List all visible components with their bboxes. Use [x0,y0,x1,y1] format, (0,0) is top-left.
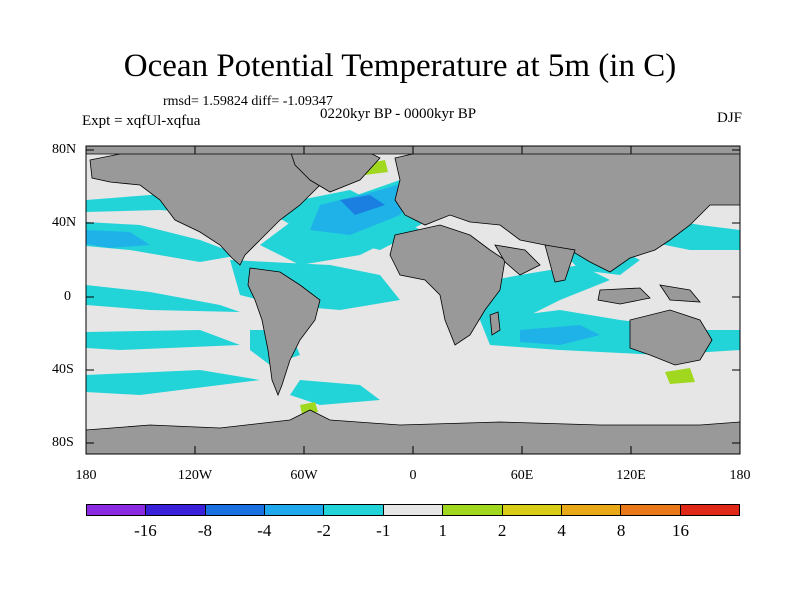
y-tick-80s: 80S [52,435,74,450]
x-tick-60e: 60E [510,468,534,483]
colorbar-label: -8 [197,521,212,540]
colorbar-label: 8 [616,521,626,540]
colorbar-segment [621,505,681,515]
colorbar-segment [324,505,384,515]
colorbar-label: -2 [316,521,331,540]
period-label: 0220kyr BP - 0000kyr BP [320,106,477,122]
chart-title: Ocean Potential Temperature at 5m (in C) [123,48,677,84]
stats-text: rmsd= 1.59824 diff= -1.09347 [163,94,333,109]
y-tick-0: 0 [64,289,71,304]
colorbar [86,504,740,516]
colorbar-segment [265,505,325,515]
x-tick-180e: 180 [729,468,751,483]
colorbar-label: 2 [497,521,507,540]
colorbar-segment [561,505,622,515]
colorbar-label: -16 [134,521,157,540]
y-tick-40s: 40S [52,362,74,377]
colorbar-label: 1 [438,521,447,540]
colorbar-label: -1 [376,521,391,540]
colorbar-label: 16 [672,521,690,540]
x-tick-180w: 180 [75,468,97,483]
x-tick-120e: 120E [616,468,646,483]
x-tick-0: 0 [409,468,417,483]
x-tick-60w: 60W [290,468,318,483]
y-tick-40n: 40N [52,215,77,230]
colorbar-segment [87,505,147,515]
y-tick-80n: 80N [52,142,77,157]
colorbar-segment [146,505,206,515]
colorbar-segment [443,505,503,515]
x-tick-120w: 120W [177,468,213,483]
land-masses [86,146,740,454]
colorbar-segment [383,505,444,515]
season-label: DJF [716,110,742,126]
colorbar-label: 4 [557,521,566,540]
colorbar-label: -4 [257,521,272,540]
colorbar-segment [502,505,562,515]
colorbar-segment [680,505,739,515]
colorbar-segment [205,505,266,515]
axis-ticks [86,146,740,454]
experiment-label: Expt = xqfUl-xqfua [82,113,201,129]
